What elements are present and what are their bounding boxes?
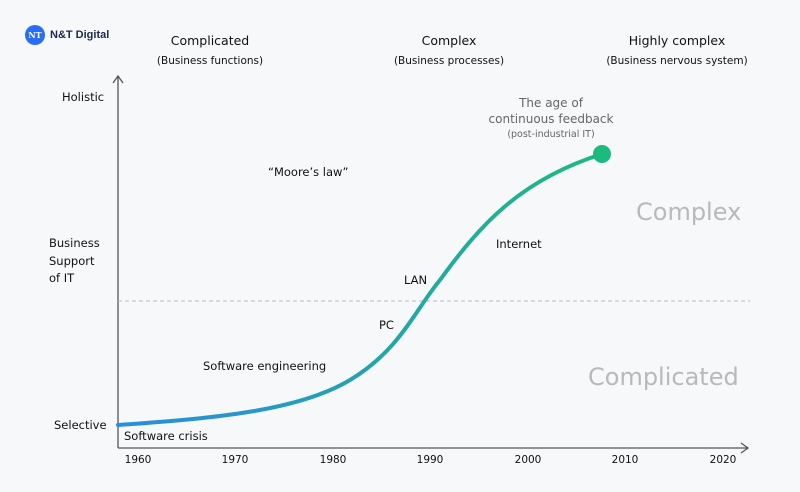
software-engineering-label: Software engineering (203, 359, 327, 373)
y-axis-label-1: Business (49, 236, 100, 250)
x-tick: 2010 (611, 454, 639, 466)
lan-label: LAN (404, 273, 428, 287)
endpoint-subtitle: (post-industrial IT) (507, 129, 595, 140)
moores-law-label: “Moore’s law” (268, 165, 349, 179)
x-tick: 2000 (514, 454, 542, 466)
pc-label: PC (379, 318, 394, 332)
x-tick: 1970 (221, 454, 249, 466)
internet-label: Internet (496, 237, 542, 251)
endpoint-dot (593, 145, 611, 163)
x-tick: 2020 (709, 454, 737, 466)
column-title-highly-complex: Highly complex (628, 33, 726, 48)
column-subtitle-highly-complex: (Business nervous system) (606, 55, 748, 67)
zone-label-complex: Complex (636, 198, 742, 226)
x-tick: 1960 (124, 454, 152, 466)
endpoint-title-2: continuous feedback (488, 112, 614, 126)
column-subtitle-complicated: (Business functions) (156, 55, 264, 67)
column-title-complex: Complex (421, 33, 477, 48)
y-axis-arrow-icon (112, 74, 124, 84)
growth-curve (116, 152, 604, 427)
y-axis-label-3: of IT (49, 271, 75, 285)
x-tick: 1990 (416, 454, 444, 466)
y-axis-label-2: Support (49, 254, 95, 268)
y-axis-top-label: Holistic (62, 90, 105, 104)
column-title-complicated: Complicated (170, 33, 250, 48)
x-axis-arrow-icon (740, 442, 750, 454)
zone-label-complicated: Complicated (588, 363, 739, 391)
brand-logo: NT N&T Digital (25, 25, 109, 45)
x-tick: 1980 (319, 454, 347, 466)
y-axis-bottom-label: Selective (54, 418, 107, 432)
logo-mark: NT (25, 25, 45, 45)
column-subtitle-complex: (Business processes) (393, 55, 505, 67)
software-crisis-label: Software crisis (124, 429, 208, 443)
brand-name: N&T Digital (50, 29, 110, 41)
endpoint-title-1: The age of (519, 96, 583, 110)
